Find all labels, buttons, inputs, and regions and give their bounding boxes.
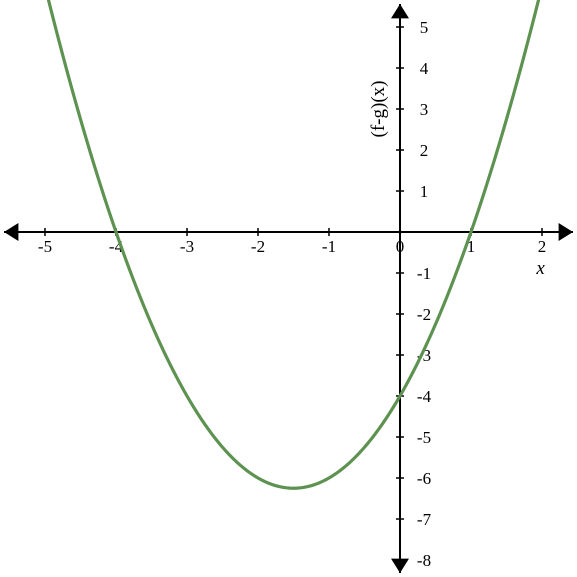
y-tick-label: -1 bbox=[417, 264, 431, 283]
y-tick-label: -8 bbox=[417, 551, 431, 570]
y-tick-label: -4 bbox=[417, 387, 432, 406]
y-tick-label: -5 bbox=[417, 428, 431, 447]
x-axis-label: x bbox=[535, 258, 545, 279]
x-tick-label: -1 bbox=[322, 237, 336, 256]
x-tick-label: 2 bbox=[538, 237, 547, 256]
y-tick-label: 2 bbox=[420, 141, 429, 160]
x-tick-label: -3 bbox=[180, 237, 194, 256]
y-tick-label: 4 bbox=[420, 59, 429, 78]
y-tick-label: 5 bbox=[420, 18, 429, 37]
y-tick-label: 3 bbox=[420, 100, 429, 119]
y-tick-label: -2 bbox=[417, 305, 431, 324]
x-tick-label: -2 bbox=[251, 237, 265, 256]
y-tick-label: -6 bbox=[417, 469, 431, 488]
x-tick-label: -5 bbox=[38, 237, 52, 256]
x-tick-label: 0 bbox=[396, 237, 405, 256]
y-tick-label: -7 bbox=[417, 510, 432, 529]
parabola-chart: -5-4-3-2-1012-8-7-6-5-4-3-2-112345x(f-g)… bbox=[0, 0, 577, 577]
y-tick-label: 1 bbox=[420, 182, 429, 201]
y-axis-label: (f-g)(x) bbox=[368, 81, 389, 138]
